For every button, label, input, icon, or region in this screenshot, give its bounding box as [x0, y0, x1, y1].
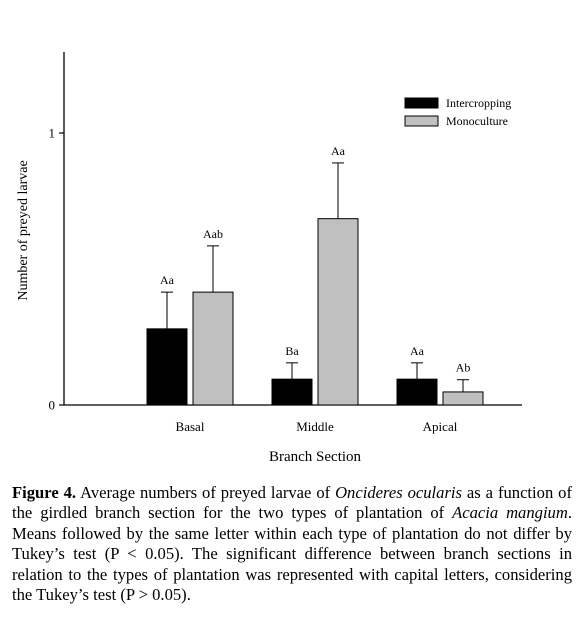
x-tick-label: Apical: [423, 419, 458, 434]
caption-text-1: Average numbers of preyed larvae of: [76, 483, 336, 502]
caption-species: Oncideres ocularis: [335, 483, 462, 502]
legend-label: Monoculture: [446, 114, 508, 128]
bar: [317, 218, 359, 406]
x-axis-label: Branch Section: [269, 449, 362, 465]
figure-caption: Figure 4. Average numbers of preyed larv…: [12, 483, 572, 605]
bar-chart: 0 1 Number of preyed larvae Basal Middle Apic…: [16, 52, 522, 465]
caption-text-2: as a function of the girdled branch sect…: [12, 483, 572, 523]
bar: [396, 378, 438, 406]
legend-swatch: [404, 97, 439, 109]
bar: [442, 391, 484, 406]
significance-label: Aa: [160, 273, 175, 287]
legend-swatch: [404, 115, 439, 127]
bar: [271, 378, 313, 406]
significance-label: Aab: [203, 227, 223, 241]
caption-text-3: . Means followed by the same letter with…: [12, 503, 572, 605]
chart-legend: Intercropping Monoculture: [404, 96, 511, 128]
significance-label: Ba: [285, 344, 299, 358]
caption-host: Acacia mangium: [452, 503, 568, 523]
significance-label: Ab: [456, 361, 471, 375]
bar: [192, 291, 234, 406]
legend-label: Intercropping: [446, 96, 511, 110]
y-tick-label: 0: [49, 398, 56, 413]
x-tick-label: Middle: [296, 419, 334, 434]
y-axis-label: Number of preyed larvae: [16, 160, 31, 300]
significance-label: Aa: [410, 344, 425, 358]
bar: [146, 328, 188, 406]
caption-figure-label: Figure 4.: [12, 483, 77, 502]
x-tick-label: Basal: [176, 419, 205, 434]
significance-label: Aa: [331, 144, 346, 158]
chart-bars: Aa Ba Aa Aab Aa Ab: [146, 144, 484, 406]
y-tick-label: 1: [49, 126, 56, 141]
chart-axes: 0 1 Number of preyed larvae Basal Middle Apic…: [16, 52, 522, 465]
